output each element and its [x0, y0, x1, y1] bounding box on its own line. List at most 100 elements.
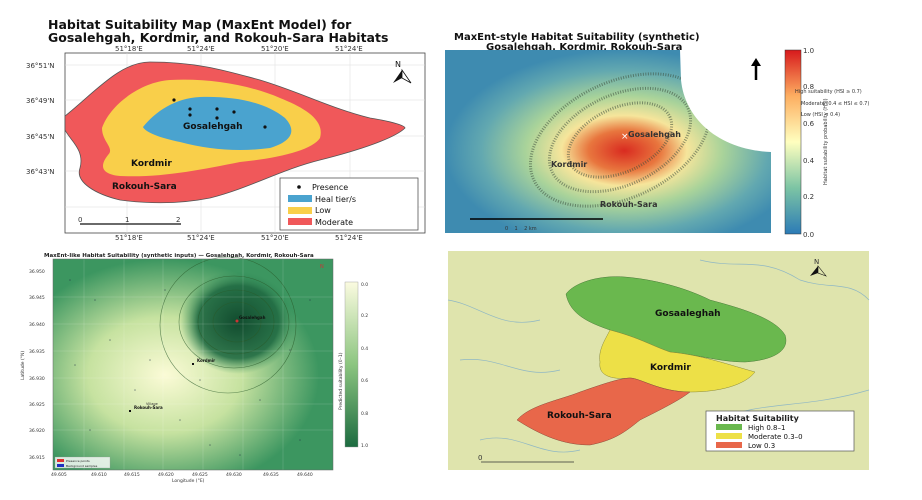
north-label: N [395, 60, 401, 69]
peak-marker-icon: × [621, 132, 629, 142]
label-rokouh-sara: Rokouh-Sara [600, 200, 657, 209]
north-label: N [814, 258, 819, 266]
contour-lines [159, 256, 297, 394]
panel4-legend: Habitat Suitability High 0.8–1 Moderate … [705, 410, 855, 452]
label-kordmir: Kordmir [551, 160, 587, 169]
y-axis-label: Latitude (°N) [20, 351, 26, 380]
label-gosalehgah: Gosalehgah [628, 130, 681, 139]
legend-high: High suitability (HSI ≥ 0.7) [795, 89, 862, 95]
y-tick: 36.940 [29, 322, 45, 328]
scale-2: 2 [176, 216, 180, 224]
panel1-title-line2: Gosalehgah, Kordmir, and Rokouh-Sara Hab… [48, 30, 388, 45]
legend-moderate: Moderate (0.4 ≤ HSI ≤ 0.7) [801, 101, 869, 107]
masked-area [680, 50, 771, 152]
label-kordmir: Kordmir [650, 363, 691, 373]
x-tick: 49.625 [192, 472, 208, 478]
presence-points [172, 98, 267, 129]
north-arrow-icon: N [393, 60, 412, 84]
top-tick: 51°18'E [115, 45, 143, 53]
scale-bar: 0 1 2 [78, 216, 181, 225]
legend-presence: Presence [312, 183, 348, 192]
panel-habitat-map-maxent: Habitat Suitability Map (MaxEnt Model) f… [26, 17, 426, 242]
top-tick: 51°24'E [187, 45, 215, 53]
legend-low: Low [315, 206, 331, 215]
x-axis-label: Longitude (°E) [172, 478, 205, 484]
label-village: Village [146, 402, 158, 406]
legend-title: Habitat Suitability [716, 414, 800, 423]
region-low [516, 377, 691, 446]
gridlines [53, 259, 333, 470]
legend-low: Low (HSI < 0.4) [801, 112, 840, 118]
bottom-tick: 51°18'E [115, 234, 143, 242]
cb-tick: 0.0 [361, 282, 368, 288]
colorbar [344, 281, 359, 448]
panel-maxent-like-synthetic-inputs: MaxEnt-like Habitat Suitability (synthet… [20, 253, 368, 484]
panel-maxent-style-synthetic: MaxEnt-style Habitat Suitability (synthe… [445, 32, 869, 239]
rokouh-sara-marker [129, 410, 131, 412]
cb-tick: 0.4 [803, 157, 815, 165]
y-tick: 36.920 [29, 428, 45, 434]
panel1-title-line1: Habitat Suitability Map (MaxEnt Model) f… [48, 17, 352, 32]
y-tick-labels: 36.950 36.945 36.940 36.935 36.930 36.92… [29, 269, 45, 461]
label-rokouh-sara: Rokouh-Sara [134, 405, 163, 410]
cb-tick: 0.2 [361, 313, 368, 319]
region-moderate [599, 329, 756, 393]
label-gosalehgah: Gosalehgah [239, 315, 266, 320]
legend-high: Heal tier/s [315, 195, 356, 204]
left-tick: 36°49'N [26, 97, 54, 105]
legend-low: Low 0.3 [748, 442, 775, 450]
cb-tick: 0.6 [361, 378, 368, 384]
x-tick: 49.635 [263, 472, 279, 478]
panel1-legend: Presence Heal tier/s Low Moderate [279, 177, 419, 231]
cb-tick: 0.6 [803, 120, 815, 128]
cb-tick: 0.4 [361, 346, 368, 352]
colorbar [784, 49, 802, 235]
zone-high [143, 96, 292, 150]
panel-catchment-suitability-map: Gosaaleghah Kordmir Rokouh-Sara N 0 Habi… [447, 251, 870, 470]
x-tick: 49.610 [91, 472, 107, 478]
cb-tick: 0.2 [803, 193, 814, 201]
background-samples [69, 279, 311, 456]
scale-text: 0 1 2 km [505, 226, 537, 232]
top-tick: 51°24'E [335, 45, 363, 53]
x-tick: 49.615 [124, 472, 140, 478]
panel3-title: MaxEnt-like Habitat Suitability (synthet… [44, 253, 314, 259]
scale-0: 0 [478, 454, 482, 462]
bottom-tick: 51°24'E [335, 234, 363, 242]
kordmir-marker [192, 363, 194, 365]
x-tick-labels: 49.605 49.610 49.615 49.620 49.625 49.63… [51, 472, 313, 478]
cb-tick: 0.8 [803, 83, 814, 91]
cb-tick: 1.0 [361, 443, 368, 449]
x-tick: 49.630 [226, 472, 242, 478]
bottom-tick: 51°24'E [187, 234, 215, 242]
x-tick: 49.640 [297, 472, 313, 478]
panel2-title-line1: MaxEnt-style Habitat Suitability (synthe… [454, 32, 700, 43]
cb-tick: 1.0 [803, 47, 814, 55]
y-tick: 36.915 [29, 455, 45, 461]
x-tick: 49.620 [158, 472, 174, 478]
cb-tick: 0.8 [361, 411, 368, 417]
y-tick: 36.925 [29, 402, 45, 408]
label-kordmir: Kordmir [197, 358, 215, 363]
presence-point [235, 319, 239, 323]
scale-1: 1 [125, 216, 129, 224]
x-tick: 49.605 [51, 472, 67, 478]
legend-high: High 0.8–1 [748, 424, 785, 432]
panel2-title-line2: Gosalehgah, Kordmir, Rokouh-Sara [486, 42, 682, 53]
region-label-kordmir: Kordmir [131, 159, 172, 169]
y-tick: 36.950 [29, 269, 45, 275]
region-label-rokouh-sara: Rokouh-Sara [112, 182, 177, 192]
legend-moderate: Moderate 0.3–0 [748, 433, 803, 441]
left-tick: 36°43'N [26, 168, 54, 176]
colorbar-label: Predicted suitability (0–1) [338, 352, 344, 410]
north-label: N [320, 264, 324, 270]
label-rokouh-sara: Rokouh-Sara [547, 411, 612, 421]
y-tick: 36.930 [29, 376, 45, 382]
scale-0: 0 [78, 216, 82, 224]
colorbar-ticks: 0.0 0.2 0.4 0.6 0.8 1.0 [361, 282, 368, 449]
y-tick: 36.945 [29, 295, 45, 301]
top-tick: 51°20'E [261, 45, 289, 53]
label-gosaaleghah: Gosaaleghah [655, 309, 721, 319]
legend-presence: Presence points [66, 459, 90, 463]
